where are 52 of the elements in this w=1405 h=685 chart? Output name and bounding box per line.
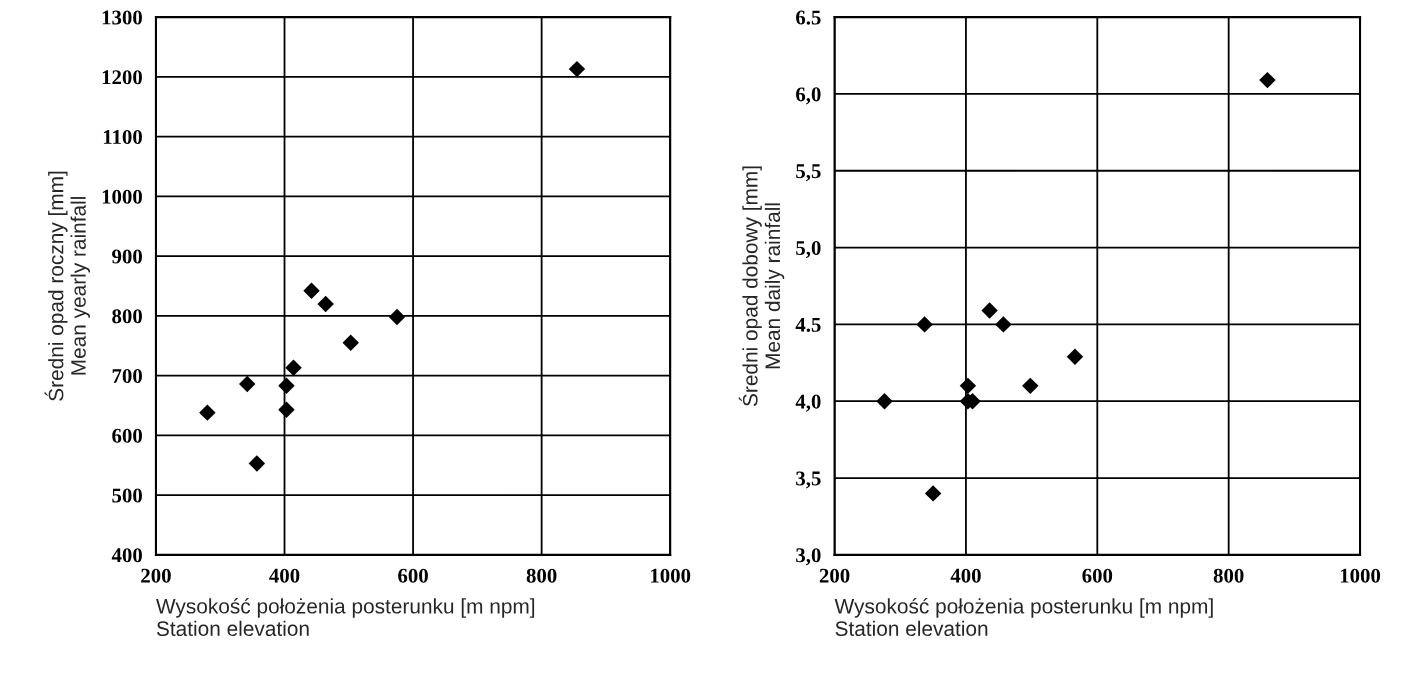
point <box>959 377 977 395</box>
y-tick-label: 1000 <box>102 189 142 204</box>
point <box>317 295 334 313</box>
x-tick-label: 200 <box>141 568 171 583</box>
x-tick-label: 1000 <box>1340 568 1381 583</box>
x-tick-label: 200 <box>819 568 850 583</box>
point <box>981 302 998 319</box>
y-tick-label: 600 <box>112 428 142 443</box>
point <box>568 60 586 78</box>
y-tick-label: 3,0 <box>796 548 821 566</box>
point <box>995 316 1012 333</box>
y-tick-label: 1100 <box>103 129 142 145</box>
point <box>388 308 406 326</box>
y-tick-label: 4,0 <box>795 394 821 412</box>
point <box>278 377 295 394</box>
point <box>199 404 216 421</box>
y-tick-label: 5,5 <box>796 164 821 182</box>
point <box>248 455 266 472</box>
y-tick-label: 1200 <box>102 70 142 85</box>
point <box>1022 377 1039 395</box>
point <box>1259 71 1276 89</box>
x-tick-label: 600 <box>398 568 428 583</box>
x-axis-title: Wysokość położenia posterunku [m npm] Station elevation <box>156 598 535 637</box>
point <box>924 485 942 502</box>
point <box>1066 348 1084 365</box>
point <box>278 401 295 418</box>
x-tick-label: 1000 <box>651 568 691 583</box>
y-tick-label: 400 <box>111 548 142 563</box>
y-tick-label: 500 <box>112 488 142 503</box>
y-axis-title: Średni opad roczny [mm] Mean yearly rainfall <box>44 171 90 401</box>
y-tick-label: 900 <box>112 249 142 264</box>
x-axis-title: Wysokość położenia posterunku [m npm] Station elevation <box>834 598 1213 637</box>
x-tick-label: 600 <box>1082 568 1113 583</box>
point <box>239 375 256 393</box>
y-tick-label: 700 <box>112 368 142 384</box>
y-axis-title: Średni opad dobowy [mm] Mean daily rainfall <box>738 166 785 407</box>
y-tick-label: 6.5 <box>796 10 821 25</box>
point <box>303 282 320 299</box>
point <box>916 316 933 333</box>
y-tick-label: 1300 <box>102 10 142 25</box>
y-tick-label: 800 <box>112 309 142 324</box>
x-tick-label: 800 <box>526 568 557 583</box>
y-tick-label: 3,5 <box>796 471 821 489</box>
point <box>342 334 359 351</box>
x-tick-label: 400 <box>950 568 981 583</box>
y-tick-label: 5,0 <box>796 240 821 259</box>
x-tick-label: 800 <box>1213 568 1244 583</box>
y-tick-label: 6,0 <box>796 87 821 105</box>
point <box>285 359 302 377</box>
y-tick-label: 4.5 <box>795 317 821 332</box>
x-tick-label: 400 <box>269 568 300 583</box>
point <box>876 393 893 410</box>
